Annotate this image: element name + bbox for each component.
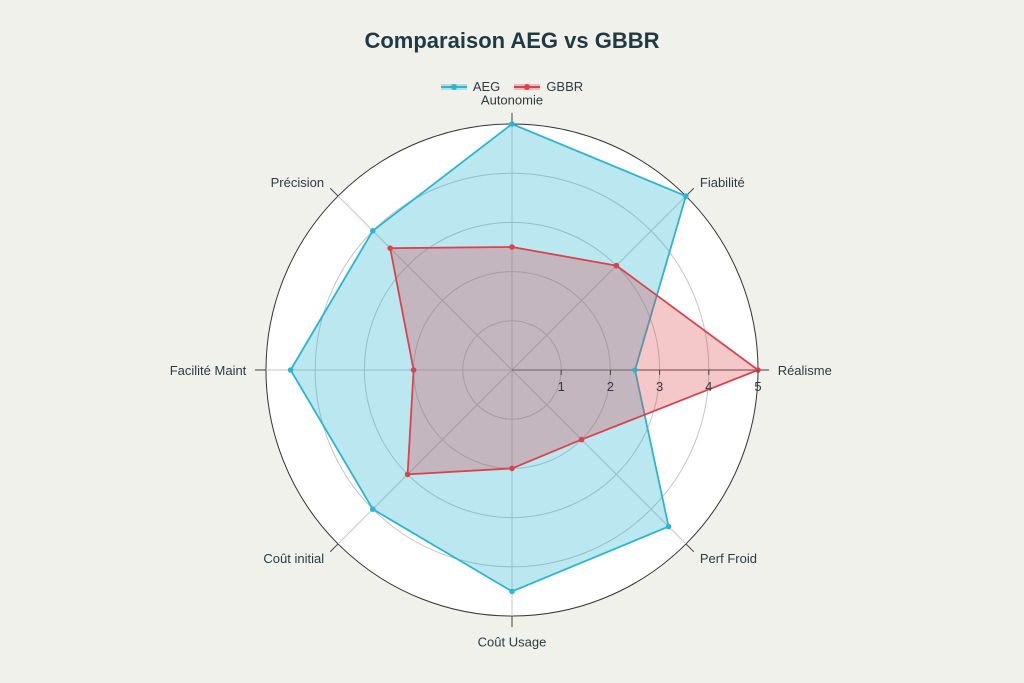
axis-label: Coût Usage xyxy=(478,635,547,650)
data-point-aeg xyxy=(370,506,376,512)
radial-tick-label: 3 xyxy=(656,379,663,394)
spoke-line xyxy=(337,195,513,371)
spoke-line xyxy=(511,195,687,371)
axis-label: Précision xyxy=(271,175,324,190)
data-point-gbbr xyxy=(404,471,411,478)
chart-title: Comparaison AEG vs GBBR xyxy=(364,28,660,53)
data-point-aeg xyxy=(683,193,689,199)
spoke-line xyxy=(337,369,513,545)
radial-tick-label: 5 xyxy=(754,379,761,394)
legend-swatch-gbbr xyxy=(514,82,541,92)
axis-label: Coût initial xyxy=(263,551,324,566)
data-point-aeg xyxy=(287,367,294,373)
spoke-tick xyxy=(329,543,339,553)
data-point-aeg xyxy=(632,367,638,373)
data-point-aeg xyxy=(665,523,672,530)
legend-item-gbbr[interactable]: GBBR xyxy=(514,79,583,94)
data-point-gbbr xyxy=(613,262,620,269)
data-point-gbbr xyxy=(578,436,585,443)
axis-label: Réalisme xyxy=(778,363,832,378)
legend: AEG GBBR xyxy=(0,79,1024,94)
legend-swatch-aeg xyxy=(440,82,467,92)
axis-label: Autonomie xyxy=(481,92,543,107)
spoke-tick xyxy=(329,187,339,197)
legend-item-aeg[interactable]: AEG xyxy=(440,79,501,94)
axis-label: Fiabilité xyxy=(700,175,745,190)
data-point-gbbr xyxy=(387,245,394,251)
data-point-gbbr xyxy=(509,244,515,250)
data-point-gbbr xyxy=(509,465,515,472)
data-point-gbbr xyxy=(410,367,417,373)
legend-label-aeg: AEG xyxy=(472,79,501,94)
radial-tick-label: 1 xyxy=(558,379,565,394)
spoke-tick xyxy=(685,543,695,553)
radial-tick-label: 2 xyxy=(607,379,614,394)
axis-label: Facilité Maint xyxy=(170,363,247,378)
data-point-aeg xyxy=(509,588,515,595)
axis-label: Perf Froid xyxy=(700,551,757,566)
data-point-aeg xyxy=(370,228,376,234)
legend-label-gbbr: GBBR xyxy=(546,79,584,94)
spoke-line xyxy=(511,369,687,545)
radial-tick-label: 4 xyxy=(705,379,712,394)
data-point-aeg xyxy=(509,121,515,127)
